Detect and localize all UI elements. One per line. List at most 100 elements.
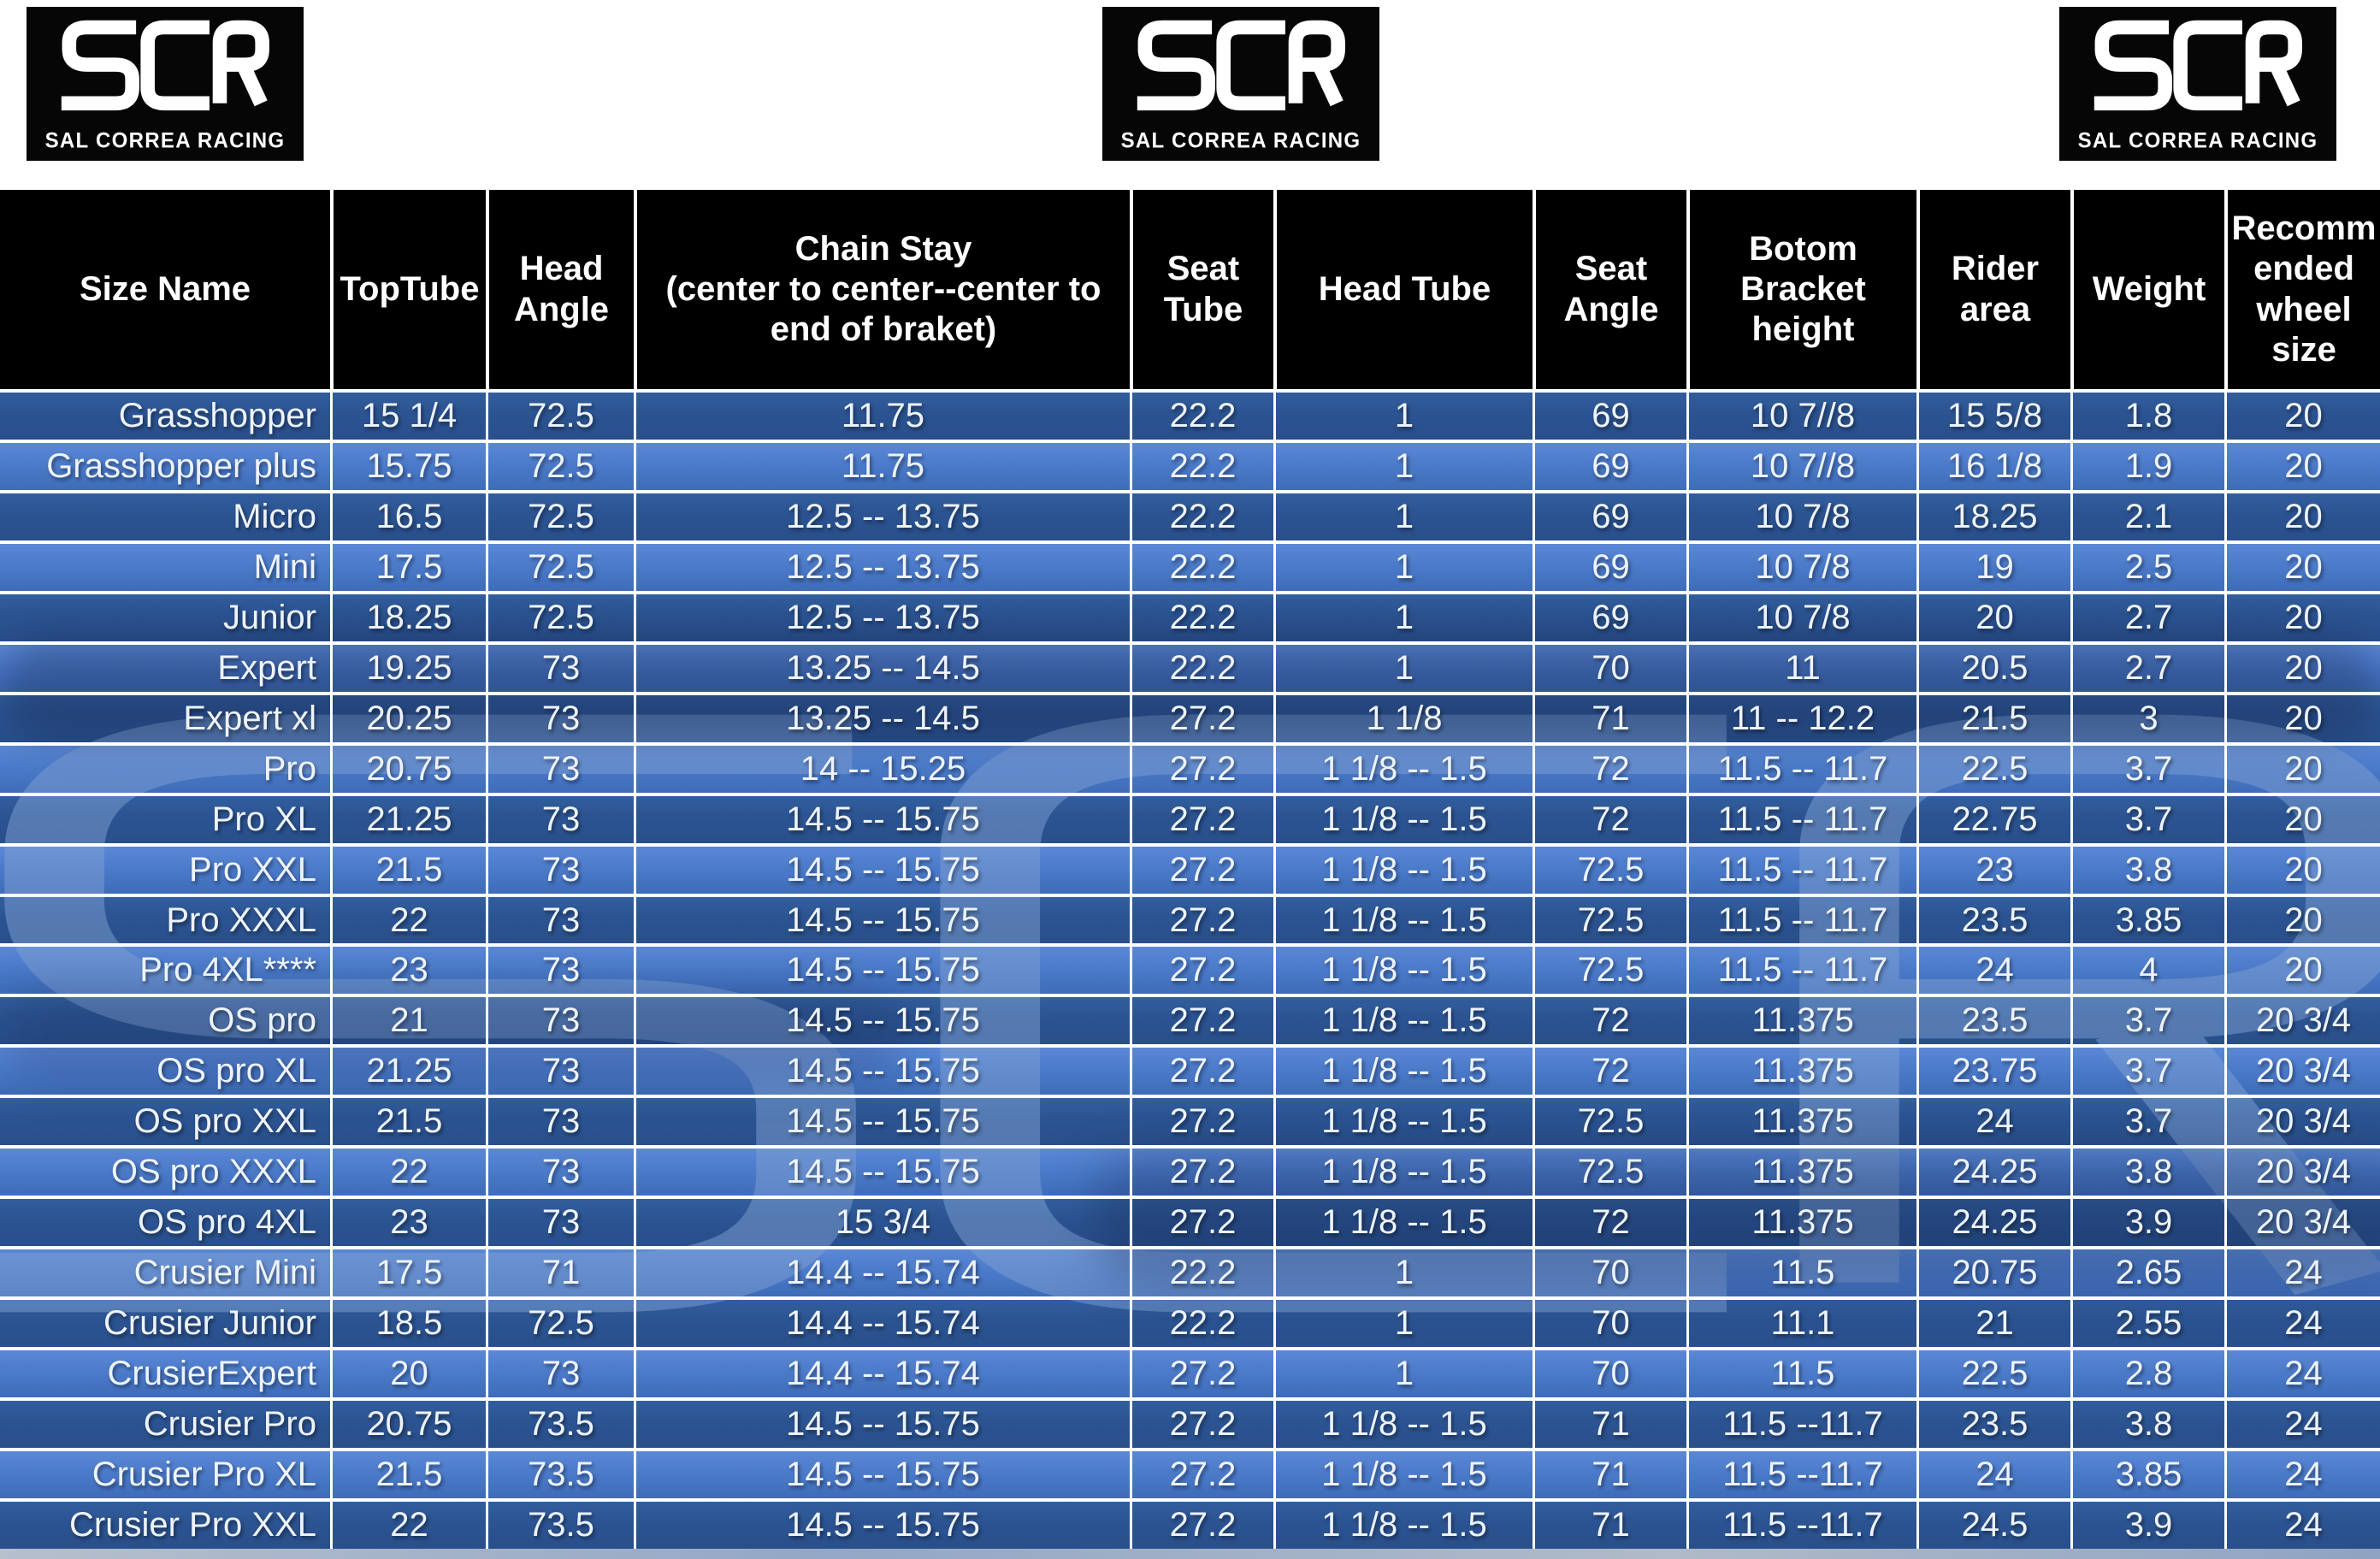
cell-rider-area: 21	[1916, 1296, 2070, 1348]
cell-seat-angle: 70	[1533, 1246, 1686, 1297]
cell-bottom-bracket: 11.375	[1686, 1095, 1916, 1146]
logo-subtext: SAL CORREA RACING	[45, 129, 286, 153]
cell-top-tube: 15 1/4	[330, 389, 486, 440]
cell-size-name: Micro	[0, 489, 330, 540]
cell-size-name: Crusier Pro	[0, 1397, 330, 1448]
cell-rider-area: 22.75	[1916, 792, 2070, 843]
cell-wheel-size: 20	[2224, 691, 2380, 742]
table-row: OS pro XL 21.25 73 14.5 -- 15.75 27.2 1 …	[0, 1044, 2380, 1095]
table-row: OS pro 21 73 14.5 -- 15.75 27.2 1 1/8 --…	[0, 994, 2380, 1045]
cell-top-tube: 22	[330, 893, 486, 944]
cell-top-tube: 21.5	[330, 1448, 486, 1498]
cell-weight: 1.8	[2070, 389, 2224, 440]
cell-head-angle: 71	[486, 1246, 634, 1297]
cell-top-tube: 21.5	[330, 1095, 486, 1146]
cell-head-tube: 1 1/8 -- 1.5	[1273, 741, 1533, 793]
column-header-head-tube: Head Tube	[1273, 190, 1533, 389]
cell-chain-stay: 12.5 -- 13.75	[634, 540, 1130, 591]
cell-seat-tube: 27.2	[1130, 1448, 1273, 1498]
cell-head-tube: 1 1/8 -- 1.5	[1273, 994, 1533, 1045]
cell-weight: 3.9	[2070, 1497, 2224, 1549]
column-header-seat-angle: Seat Angle	[1533, 190, 1686, 389]
cell-weight: 3.7	[2070, 1044, 2224, 1095]
cell-weight: 3.85	[2070, 893, 2224, 944]
cell-head-tube: 1 1/8 -- 1.5	[1273, 1196, 1533, 1247]
cell-chain-stay: 14 -- 15.25	[634, 741, 1130, 793]
cell-top-tube: 17.5	[330, 540, 486, 591]
cell-seat-angle: 71	[1533, 691, 1686, 742]
cell-weight: 3.8	[2070, 842, 2224, 894]
cell-head-tube: 1	[1273, 641, 1533, 692]
column-header-wheel-size: Recomm ended wheel size	[2224, 190, 2380, 389]
cell-weight: 3.7	[2070, 994, 2224, 1045]
cell-seat-angle: 72	[1533, 741, 1686, 793]
table-header: Size Name TopTube Head Angle Chain Stay …	[0, 190, 2380, 389]
cell-size-name: Pro	[0, 741, 330, 793]
cell-bottom-bracket: 11.5 -- 11.7	[1686, 792, 1916, 843]
cell-top-tube: 15.75	[330, 439, 486, 490]
cell-top-tube: 18.25	[330, 590, 486, 641]
cell-rider-area: 22.5	[1916, 1347, 2070, 1398]
cell-wheel-size: 24	[2224, 1347, 2380, 1398]
cell-head-angle: 73	[486, 641, 634, 692]
cell-head-tube: 1	[1273, 540, 1533, 591]
table-row: Grasshopper plus 15.75 72.5 11.75 22.2 1…	[0, 439, 2380, 490]
cell-rider-area: 24.25	[1916, 1196, 2070, 1247]
cell-top-tube: 21.5	[330, 842, 486, 894]
cell-chain-stay: 14.5 -- 15.75	[634, 1095, 1130, 1146]
table-row: Pro XXXL 22 73 14.5 -- 15.75 27.2 1 1/8 …	[0, 893, 2380, 944]
cell-chain-stay: 12.5 -- 13.75	[634, 590, 1130, 641]
cell-chain-stay: 14.5 -- 15.75	[634, 943, 1130, 995]
table-row: Crusier Pro 20.75 73.5 14.5 -- 15.75 27.…	[0, 1397, 2380, 1449]
cell-head-angle: 73	[486, 741, 634, 793]
cell-weight: 3.7	[2070, 741, 2224, 793]
cell-seat-tube: 27.2	[1130, 1095, 1273, 1146]
cell-head-tube: 1	[1273, 1296, 1533, 1348]
table-row: Pro XL 21.25 73 14.5 -- 15.75 27.2 1 1/8…	[0, 792, 2380, 843]
cell-weight: 1.9	[2070, 439, 2224, 490]
cell-weight: 3.7	[2070, 792, 2224, 843]
cell-size-name: Junior	[0, 590, 330, 641]
cell-seat-tube: 27.2	[1130, 1145, 1273, 1196]
cell-head-angle: 73	[486, 943, 634, 995]
cell-bottom-bracket: 11.5 -- 11.7	[1686, 943, 1916, 995]
cell-seat-angle: 71	[1533, 1448, 1686, 1498]
cell-seat-angle: 69	[1533, 489, 1686, 540]
cell-seat-angle: 71	[1533, 1497, 1686, 1549]
cell-head-angle: 72.5	[486, 590, 634, 641]
cell-head-tube: 1 1/8 -- 1.5	[1273, 943, 1533, 995]
column-header-chain-stay: Chain Stay (center to center--center to …	[634, 190, 1130, 389]
cell-seat-angle: 72.5	[1533, 943, 1686, 995]
cell-size-name: OS pro XXL	[0, 1095, 330, 1145]
cell-size-name: Crusier Junior	[0, 1296, 330, 1347]
cell-seat-angle: 69	[1533, 540, 1686, 591]
table-row: Pro 4XL**** 23 73 14.5 -- 15.75 27.2 1 1…	[0, 943, 2380, 995]
cell-top-tube: 17.5	[330, 1246, 486, 1297]
cell-bottom-bracket: 11	[1686, 641, 1916, 692]
cell-head-angle: 72.5	[486, 439, 634, 490]
cell-seat-tube: 22.2	[1130, 1246, 1273, 1297]
cell-weight: 2.7	[2070, 590, 2224, 641]
cell-top-tube: 23	[330, 1196, 486, 1247]
cell-rider-area: 24.5	[1916, 1497, 2070, 1549]
cell-rider-area: 18.25	[1916, 489, 2070, 540]
cell-chain-stay: 14.5 -- 15.75	[634, 994, 1130, 1045]
cell-wheel-size: 24	[2224, 1448, 2380, 1498]
column-header-bottom-bracket: Botom Bracket height	[1686, 190, 1916, 389]
cell-rider-area: 23.75	[1916, 1044, 2070, 1095]
cell-chain-stay: 11.75	[634, 389, 1130, 440]
cell-rider-area: 16 1/8	[1916, 439, 2070, 490]
table-row: Pro 20.75 73 14 -- 15.25 27.2 1 1/8 -- 1…	[0, 741, 2380, 793]
cell-head-tube: 1	[1273, 1347, 1533, 1398]
cell-seat-tube: 27.2	[1130, 792, 1273, 843]
cell-top-tube: 21.25	[330, 792, 486, 843]
cell-wheel-size: 20	[2224, 489, 2380, 540]
cell-top-tube: 20.75	[330, 1397, 486, 1449]
table-row: Crusier Pro XXL 22 73.5 14.5 -- 15.75 27…	[0, 1497, 2380, 1549]
cell-top-tube: 20.75	[330, 741, 486, 793]
cell-chain-stay: 14.5 -- 15.75	[634, 792, 1130, 843]
cell-seat-angle: 69	[1533, 389, 1686, 440]
cell-seat-angle: 72.5	[1533, 893, 1686, 944]
cell-seat-tube: 27.2	[1130, 994, 1273, 1045]
cell-rider-area: 22.5	[1916, 741, 2070, 793]
